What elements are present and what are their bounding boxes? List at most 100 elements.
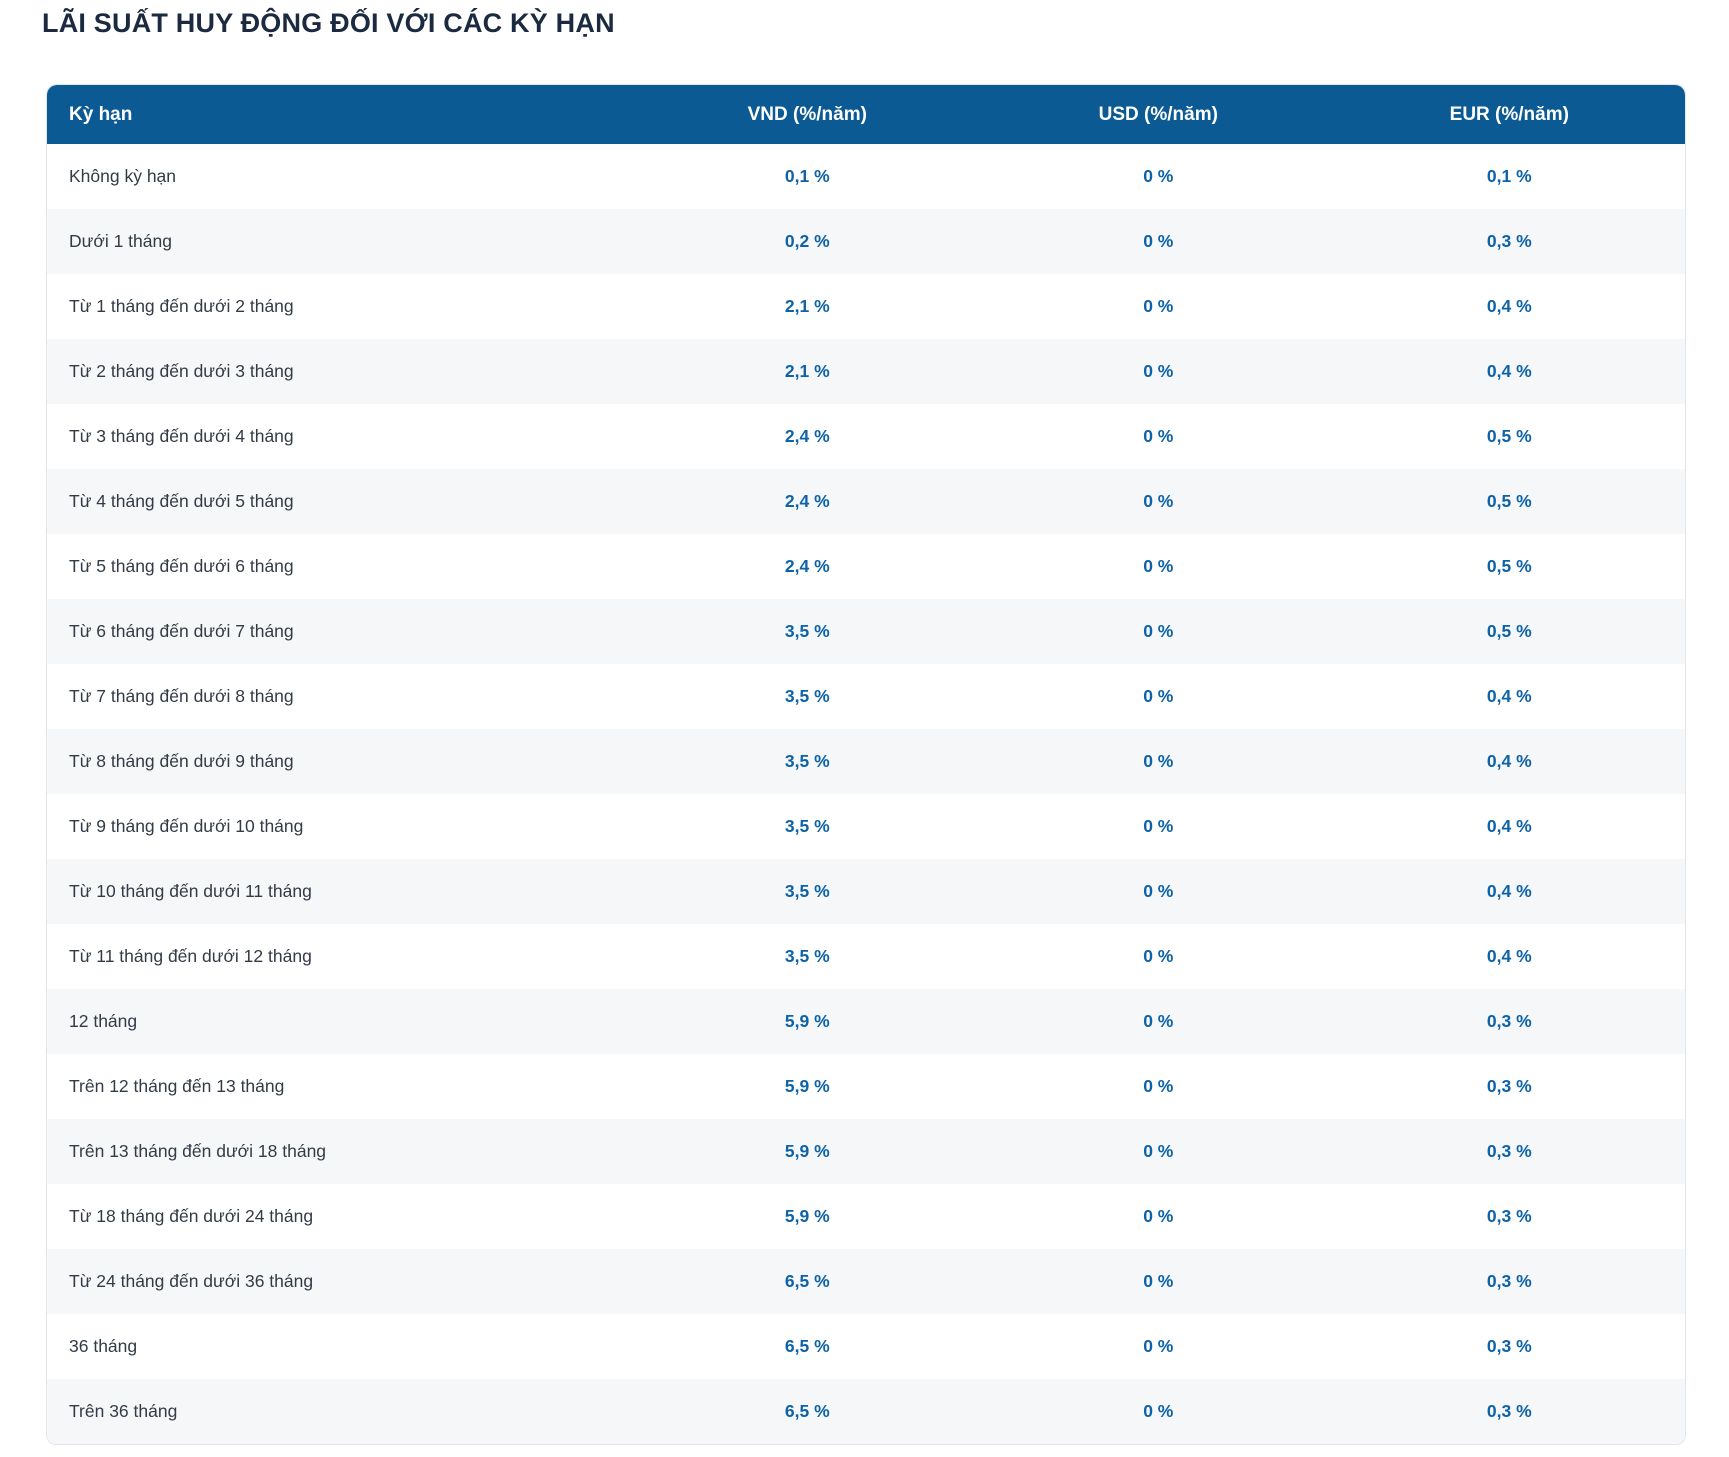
- usd-rate-cell: 0 %: [1143, 1011, 1174, 1031]
- usd-rate-cell: 0 %: [1143, 1271, 1174, 1291]
- eur-rate-cell: 0,3 %: [1486, 1076, 1532, 1096]
- eur-rate-cell: 0,5 %: [1486, 621, 1532, 641]
- eur-rate-cell: 0,3 %: [1486, 1141, 1532, 1161]
- term-cell: 12 tháng: [69, 1011, 138, 1031]
- usd-rate-cell: 0 %: [1143, 1141, 1174, 1161]
- eur-rate-cell: 0,4 %: [1486, 296, 1532, 316]
- usd-rate-cell: 0 %: [1143, 231, 1174, 251]
- column-header-term: Kỳ hạn: [69, 103, 133, 125]
- table-row: Trên 36 tháng 6,5 % 0 % 0,3 %: [47, 1379, 1685, 1444]
- eur-rate-cell: 0,4 %: [1486, 361, 1532, 381]
- term-cell: Trên 36 tháng: [69, 1401, 178, 1421]
- vnd-rate-cell: 2,1 %: [784, 296, 830, 316]
- eur-rate-cell: 0,4 %: [1486, 946, 1532, 966]
- term-cell: 36 tháng: [69, 1336, 138, 1356]
- eur-rate-cell: 0,3 %: [1486, 1271, 1532, 1291]
- eur-rate-cell: 0,5 %: [1486, 426, 1532, 446]
- table-row: Dưới 1 tháng 0,2 % 0 % 0,3 %: [47, 209, 1685, 274]
- table-row: Từ 5 tháng đến dưới 6 tháng 2,4 % 0 % 0,5 %: [47, 534, 1685, 599]
- usd-rate-cell: 0 %: [1143, 166, 1174, 186]
- vnd-rate-cell: 2,1 %: [784, 361, 830, 381]
- vnd-rate-cell: 5,9 %: [784, 1141, 830, 1161]
- usd-rate-cell: 0 %: [1143, 361, 1174, 381]
- term-cell: Từ 7 tháng đến dưới 8 tháng: [69, 686, 294, 706]
- vnd-rate-cell: 3,5 %: [784, 686, 830, 706]
- table-row: 12 tháng 5,9 % 0 % 0,3 %: [47, 989, 1685, 1054]
- table-row: Từ 11 tháng đến dưới 12 tháng 3,5 % 0 % 0,4…: [47, 924, 1685, 989]
- term-cell: Từ 18 tháng đến dưới 24 tháng: [69, 1206, 314, 1226]
- table-row: Từ 3 tháng đến dưới 4 tháng 2,4 % 0 % 0,5 %: [47, 404, 1685, 469]
- vnd-rate-cell: 0,2 %: [784, 231, 830, 251]
- usd-rate-cell: 0 %: [1143, 751, 1174, 771]
- vnd-rate-cell: 3,5 %: [784, 881, 830, 901]
- vnd-rate-cell: 3,5 %: [784, 816, 830, 836]
- page-title: LÃI SUẤT HUY ĐỘNG ĐỐI VỚI CÁC KỲ HẠN: [42, 8, 615, 38]
- vnd-rate-cell: 2,4 %: [784, 556, 830, 576]
- table-row: 36 tháng 6,5 % 0 % 0,3 %: [47, 1314, 1685, 1379]
- usd-rate-cell: 0 %: [1143, 1401, 1174, 1421]
- term-cell: Từ 3 tháng đến dưới 4 tháng: [69, 426, 294, 446]
- table-row: Từ 7 tháng đến dưới 8 tháng 3,5 % 0 % 0,4 %: [47, 664, 1685, 729]
- eur-rate-cell: 0,4 %: [1486, 686, 1532, 706]
- table-row: Không kỳ hạn 0,1 % 0 % 0,1 %: [47, 144, 1685, 209]
- table-row: Từ 4 tháng đến dưới 5 tháng 2,4 % 0 % 0,5 %: [47, 469, 1685, 534]
- eur-rate-cell: 0,3 %: [1486, 1336, 1532, 1356]
- vnd-rate-cell: 6,5 %: [784, 1336, 830, 1356]
- term-cell: Từ 9 tháng đến dưới 10 tháng: [69, 816, 304, 836]
- table-body: Không kỳ hạn 0,1 % 0 % 0,1 % Dưới 1 tháng 0,2…: [47, 144, 1685, 1444]
- usd-rate-cell: 0 %: [1143, 881, 1174, 901]
- eur-rate-cell: 0,5 %: [1486, 556, 1532, 576]
- table-row: Từ 6 tháng đến dưới 7 tháng 3,5 % 0 % 0,5 %: [47, 599, 1685, 664]
- vnd-rate-cell: 2,4 %: [784, 491, 830, 511]
- term-cell: Từ 5 tháng đến dưới 6 tháng: [69, 556, 294, 576]
- table-row: Trên 12 tháng đến 13 tháng 5,9 % 0 % 0,3 %: [47, 1054, 1685, 1119]
- term-cell: Trên 13 tháng đến dưới 18 tháng: [69, 1141, 327, 1161]
- eur-rate-cell: 0,4 %: [1486, 751, 1532, 771]
- table-header-row: Kỳ hạn VND (%/năm) USD (%/năm) EUR (%/nă…: [47, 85, 1685, 144]
- vnd-rate-cell: 3,5 %: [784, 946, 830, 966]
- usd-rate-cell: 0 %: [1143, 426, 1174, 446]
- vnd-rate-cell: 5,9 %: [784, 1206, 830, 1226]
- vnd-rate-cell: 6,5 %: [784, 1401, 830, 1421]
- vnd-rate-cell: 5,9 %: [784, 1011, 830, 1031]
- table-row: Từ 8 tháng đến dưới 9 tháng 3,5 % 0 % 0,4 %: [47, 729, 1685, 794]
- term-cell: Từ 6 tháng đến dưới 7 tháng: [69, 621, 294, 641]
- term-cell: Từ 24 tháng đến dưới 36 tháng: [69, 1271, 314, 1291]
- eur-rate-cell: 0,3 %: [1486, 231, 1532, 251]
- term-cell: Dưới 1 tháng: [69, 231, 172, 251]
- eur-rate-cell: 0,5 %: [1486, 491, 1532, 511]
- term-cell: Trên 12 tháng đến 13 tháng: [69, 1076, 285, 1096]
- table-row: Từ 24 tháng đến dưới 36 tháng 6,5 % 0 % 0,3…: [47, 1249, 1685, 1314]
- vnd-rate-cell: 6,5 %: [784, 1271, 830, 1291]
- vnd-rate-cell: 0,1 %: [784, 166, 830, 186]
- vnd-rate-cell: 2,4 %: [784, 426, 830, 446]
- usd-rate-cell: 0 %: [1143, 556, 1174, 576]
- table-row: Trên 13 tháng đến dưới 18 tháng 5,9 % 0 % 0…: [47, 1119, 1685, 1184]
- usd-rate-cell: 0 %: [1143, 946, 1174, 966]
- eur-rate-cell: 0,4 %: [1486, 881, 1532, 901]
- vnd-rate-cell: 3,5 %: [784, 751, 830, 771]
- usd-rate-cell: 0 %: [1143, 1206, 1174, 1226]
- vnd-rate-cell: 3,5 %: [784, 621, 830, 641]
- table-row: Từ 18 tháng đến dưới 24 tháng 5,9 % 0 % 0,3…: [47, 1184, 1685, 1249]
- vnd-rate-cell: 5,9 %: [784, 1076, 830, 1096]
- usd-rate-cell: 0 %: [1143, 296, 1174, 316]
- term-cell: Từ 4 tháng đến dưới 5 tháng: [69, 491, 294, 511]
- table-row: Từ 1 tháng đến dưới 2 tháng 2,1 % 0 % 0,4 %: [47, 274, 1685, 339]
- table-row: Từ 9 tháng đến dưới 10 tháng 3,5 % 0 % 0,4 …: [47, 794, 1685, 859]
- eur-rate-cell: 0,3 %: [1486, 1206, 1532, 1226]
- table-row: Từ 10 tháng đến dưới 11 tháng 3,5 % 0 % 0,4…: [47, 859, 1685, 924]
- term-cell: Từ 1 tháng đến dưới 2 tháng: [69, 296, 294, 316]
- usd-rate-cell: 0 %: [1143, 621, 1174, 641]
- eur-rate-cell: 0,4 %: [1486, 816, 1532, 836]
- usd-rate-cell: 0 %: [1143, 686, 1174, 706]
- usd-rate-cell: 0 %: [1143, 491, 1174, 511]
- eur-rate-cell: 0,1 %: [1486, 166, 1532, 186]
- term-cell: Từ 10 tháng đến dưới 11 tháng: [69, 881, 312, 901]
- column-header-usd: USD (%/năm): [1098, 103, 1218, 125]
- term-cell: Từ 11 tháng đến dưới 12 tháng: [69, 946, 312, 966]
- column-header-vnd: VND (%/năm): [747, 103, 867, 125]
- eur-rate-cell: 0,3 %: [1486, 1011, 1532, 1031]
- term-cell: Không kỳ hạn: [69, 166, 177, 186]
